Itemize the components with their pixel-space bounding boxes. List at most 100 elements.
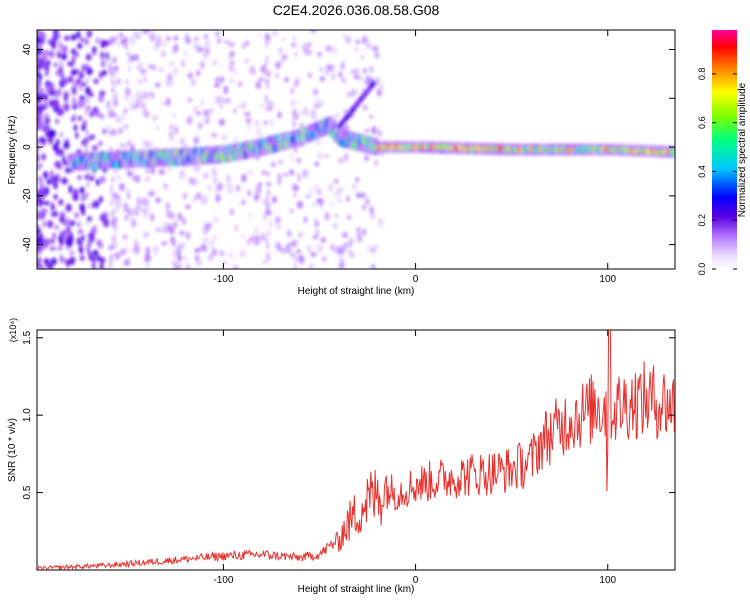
noise-speck: [263, 211, 266, 217]
noise-speck: [233, 67, 237, 76]
noise-speck: [155, 35, 162, 45]
noise-speck: [143, 77, 148, 82]
noise-speck: [361, 36, 366, 45]
noise-speck: [223, 85, 229, 95]
noise-speck: [108, 129, 114, 136]
noise-speck: [165, 201, 170, 211]
noise-speck: [234, 223, 238, 232]
noise-speck: [263, 69, 267, 75]
noise-speck: [63, 231, 69, 240]
noise-speck: [266, 206, 269, 212]
noise-speck: [124, 203, 127, 209]
noise-speck: [262, 170, 265, 176]
noise-speck: [61, 45, 68, 54]
noise-speck: [65, 168, 71, 174]
noise-speck: [371, 126, 377, 135]
noise-speck: [174, 125, 178, 135]
noise-speck: [99, 214, 106, 222]
noise-speck: [296, 157, 302, 164]
noise-speck: [293, 147, 298, 153]
noise-speck: [367, 244, 373, 253]
noise-speck: [89, 175, 95, 181]
noise-speck: [202, 49, 208, 59]
noise-speck: [378, 129, 382, 138]
noise-speck: [314, 103, 321, 108]
noise-speck: [269, 118, 274, 127]
noise-speck: [341, 79, 347, 85]
noise-speck: [155, 227, 162, 233]
noise-speck: [265, 55, 269, 61]
noise-speck: [194, 255, 200, 262]
noise-speck: [169, 132, 174, 141]
noise-speck: [141, 197, 148, 203]
noise-speck: [85, 94, 88, 100]
noise-speck: [266, 71, 269, 77]
noise-speck: [266, 32, 269, 38]
noise-speck: [240, 250, 246, 258]
noise-speck: [79, 245, 84, 255]
heatmap-frame: [36, 29, 676, 270]
noise-speck: [140, 208, 147, 213]
noise-speck: [318, 204, 324, 210]
noise-speck: [355, 39, 361, 45]
noise-speck: [37, 236, 40, 245]
noise-speck: [110, 189, 113, 195]
heatmap-panel: -100 0 100 -40 -20 0 20 40 Height of straight l…: [7, 29, 676, 297]
noise-speck: [225, 97, 231, 104]
noise-speck: [357, 231, 362, 239]
noise-speck: [244, 111, 251, 117]
noise-speck: [110, 185, 113, 191]
colorbar: 0.0 0.2 0.4 0.6 0.8 Normalized spectral ampl…: [697, 30, 748, 275]
noise-speck: [255, 119, 259, 126]
noise-speck: [194, 247, 201, 254]
noise-speck: [338, 246, 345, 256]
noise-speck: [75, 132, 79, 139]
noise-speck: [140, 68, 147, 75]
noise-speck: [217, 182, 223, 192]
noise-speck: [125, 167, 128, 173]
noise-speck: [315, 140, 322, 146]
noise-speck: [226, 174, 231, 183]
noise-speck: [212, 233, 217, 242]
noise-speck: [228, 64, 234, 72]
noise-speck: [183, 192, 187, 200]
noise-speck: [119, 142, 125, 149]
noise-speck: [81, 234, 85, 242]
noise-speck: [228, 78, 235, 84]
noise-speck: [193, 136, 200, 145]
noise-speck: [145, 262, 150, 269]
noise-speck: [37, 120, 44, 127]
noise-speck: [37, 142, 40, 147]
noise-speck: [112, 240, 117, 249]
noise-speck: [71, 220, 76, 226]
noise-speck: [315, 229, 320, 237]
noise-speck: [76, 30, 81, 39]
noise-speck: [338, 71, 343, 78]
noise-speck: [375, 51, 379, 59]
noise-speck: [214, 83, 221, 88]
noise-speck: [287, 229, 292, 238]
noise-speck: [112, 216, 118, 224]
noise-speck: [65, 259, 71, 266]
noise-speck: [50, 89, 57, 97]
noise-speck: [356, 227, 361, 233]
noise-speck: [170, 236, 175, 243]
noise-speck: [249, 65, 255, 75]
noise-speck: [200, 99, 205, 108]
noise-speck: [268, 36, 271, 42]
noise-speck: [284, 76, 289, 83]
noise-speck: [263, 215, 267, 221]
noise-speck: [86, 220, 89, 226]
noise-speck: [152, 115, 158, 121]
noise-speck: [123, 95, 128, 101]
noise-speck: [220, 76, 225, 84]
noise-speck: [74, 212, 79, 219]
noise-speck: [100, 51, 105, 60]
noise-speck: [111, 108, 114, 114]
noise-speck: [334, 178, 339, 184]
noise-speck: [265, 42, 268, 48]
noise-speck: [372, 45, 379, 51]
noise-speck: [37, 138, 40, 144]
noise-speck: [186, 231, 190, 240]
noise-speck: [51, 178, 56, 186]
